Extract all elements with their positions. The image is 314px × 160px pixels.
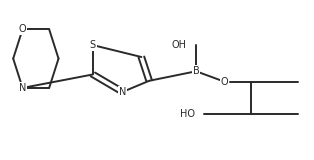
Text: HO: HO	[180, 109, 194, 119]
Text: N: N	[119, 87, 126, 97]
Text: O: O	[19, 24, 26, 34]
Text: N: N	[19, 83, 26, 93]
Text: N: N	[19, 83, 26, 93]
Text: S: S	[90, 40, 96, 50]
Text: OH: OH	[172, 40, 187, 50]
Text: O: O	[220, 77, 228, 87]
Text: B: B	[193, 66, 199, 76]
